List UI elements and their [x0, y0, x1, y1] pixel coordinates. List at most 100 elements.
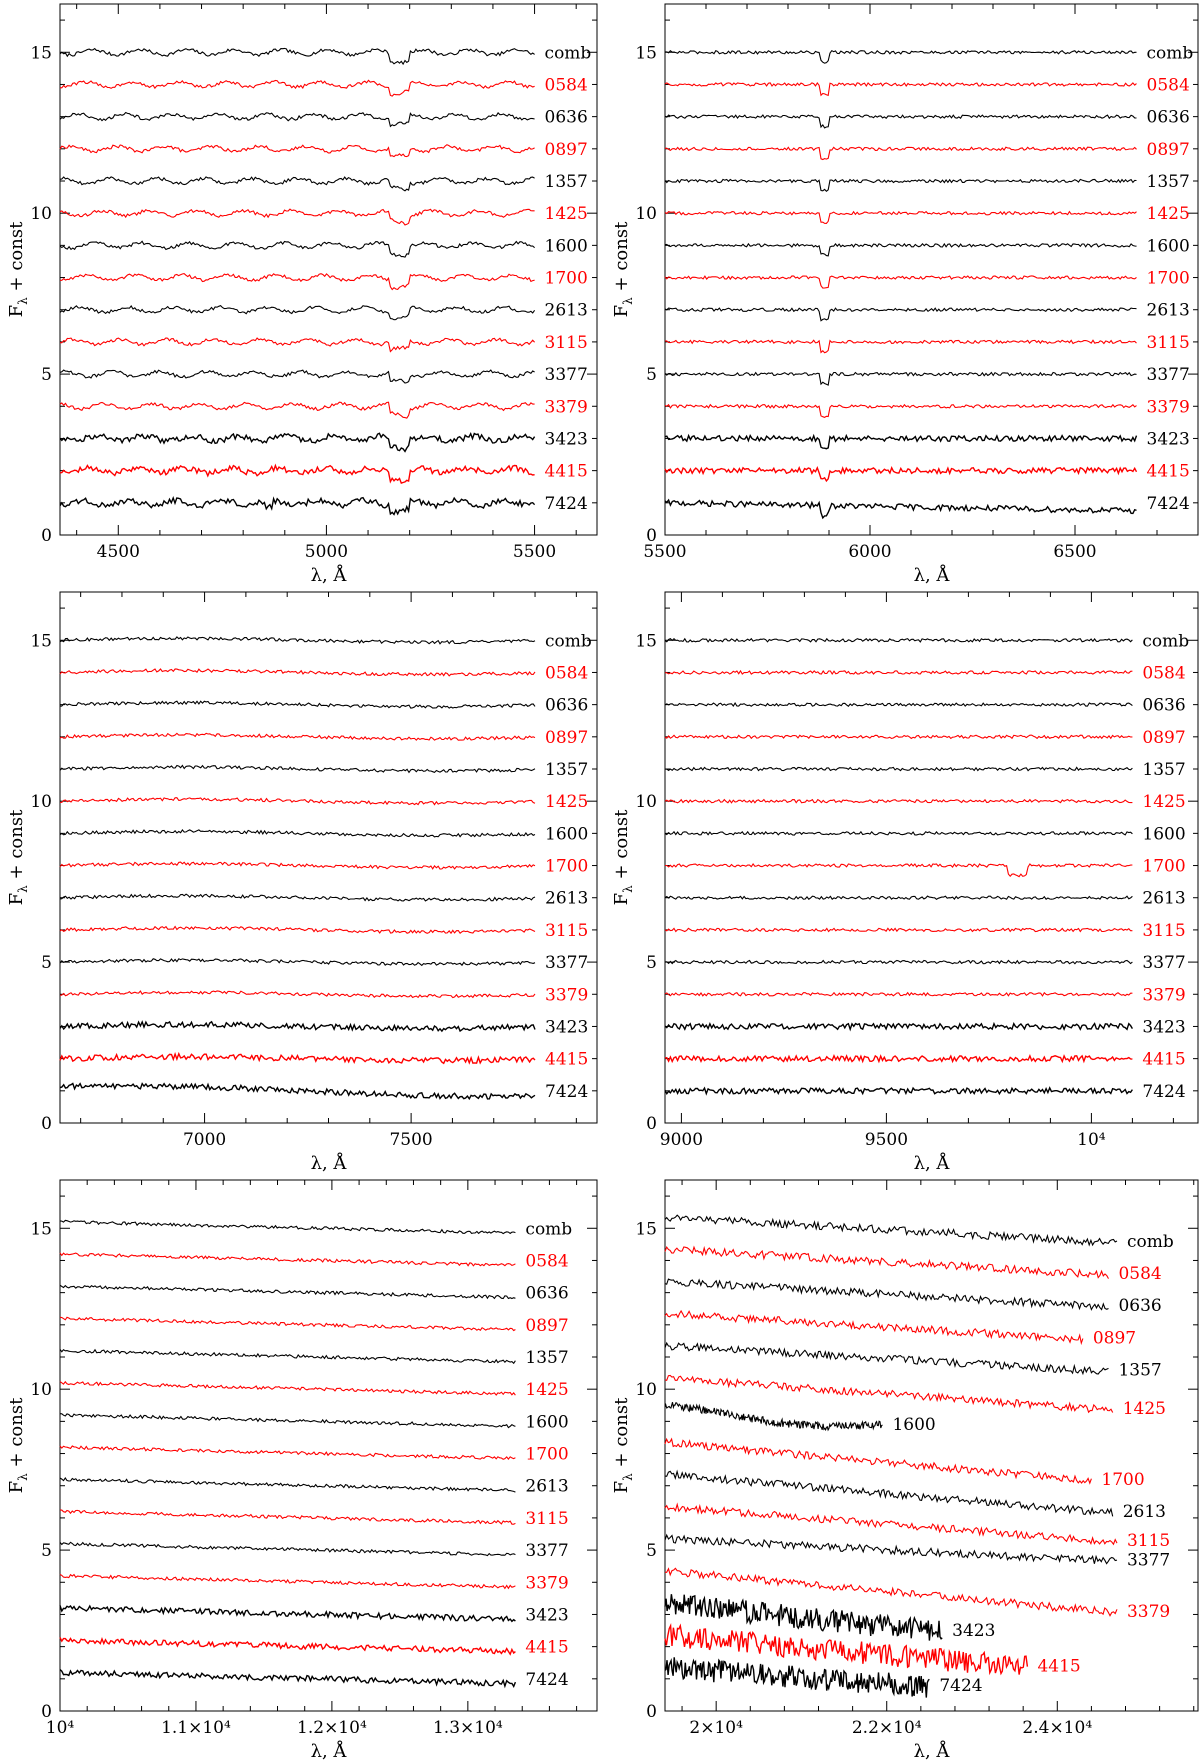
series-label: 0636	[525, 1284, 568, 1304]
series-label: 2613	[1147, 301, 1190, 321]
spectrum-line-1700	[664, 1437, 1092, 1485]
spectra	[59, 1219, 517, 1689]
x-tick-label: 9000	[660, 1130, 703, 1150]
series-label: 0584	[1118, 1264, 1161, 1284]
spectrum-line-2613	[664, 1469, 1114, 1517]
y-tick-label: 10	[30, 792, 52, 812]
spectrum-line-3115	[664, 339, 1137, 354]
series-label: 4415	[545, 462, 588, 482]
series-label: 0897	[525, 1316, 568, 1336]
series-label: 1600	[892, 1415, 935, 1435]
x-tick-label: 7000	[183, 1130, 226, 1150]
spectrum-line-1600	[59, 1413, 516, 1429]
x-tick-label: 5000	[305, 542, 348, 562]
series-label: 3379	[1147, 397, 1190, 417]
panel-5: 0 5 10 15 10⁴ 1.1×10⁴ 1.2×10⁴ 1.3×10⁴ λ, Å Fλ + c…	[6, 1179, 598, 1761]
series-label: 3115	[525, 1509, 568, 1529]
y-tick-label: 0	[646, 526, 657, 546]
series-label: 3377	[1147, 365, 1190, 385]
x-tick-label: 4500	[97, 542, 140, 562]
spectrum-line-3377	[664, 371, 1137, 386]
series-label: 4415	[1037, 1657, 1080, 1677]
spectrum-line-0897	[59, 732, 536, 741]
x-tick-label: 6000	[848, 542, 891, 562]
series-label: 2613	[1123, 1502, 1166, 1522]
spectrum-line-1600	[664, 242, 1137, 257]
spectrum-line-0584	[664, 1245, 1109, 1279]
spectrum-line-comb	[59, 47, 535, 66]
spectrum-line-2613	[59, 304, 536, 321]
x-axis-label: λ, Å	[311, 564, 348, 586]
spectrum-line-3377	[59, 369, 535, 384]
series-label: 1700	[545, 269, 588, 289]
x-axis-label: λ, Å	[311, 1152, 348, 1174]
x-tick-label: 1.3×10⁴	[433, 1718, 503, 1738]
panel-4: 0 5 10 15 9000 9500 10⁴ λ, Å Fλ + const comb 0584 0…	[611, 591, 1199, 1174]
series-label: 0897	[1093, 1328, 1136, 1348]
series-label: 3423	[1142, 1017, 1185, 1037]
series-label: 1600	[545, 236, 588, 256]
spectrum-line-3115	[59, 925, 536, 935]
spectrum-line-comb	[664, 637, 1133, 643]
series-label: 1425	[1123, 1399, 1166, 1419]
series-label: 3115	[1127, 1531, 1170, 1551]
series-label: comb	[1142, 631, 1189, 651]
spectrum-line-0897	[664, 1309, 1084, 1346]
spectrum-line-2613	[59, 1477, 516, 1493]
spectrum-line-3423	[664, 433, 1138, 450]
spectrum-line-1425	[664, 798, 1133, 804]
spectrum-line-1425	[664, 210, 1137, 224]
spectrum-line-3379	[664, 991, 1133, 997]
spectrum-line-1357	[664, 766, 1133, 772]
series-label: 1425	[525, 1380, 568, 1400]
series-label: 3423	[1147, 429, 1190, 449]
spectrum-line-1425	[59, 208, 535, 226]
y-tick-label: 15	[635, 43, 657, 63]
x-tick-label: 7500	[389, 1130, 432, 1150]
x-tick-label: 9500	[865, 1130, 908, 1150]
spectrum-line-0636	[664, 1278, 1109, 1311]
spectrum-line-4415	[664, 465, 1138, 483]
spectrum-line-7424	[59, 1082, 536, 1101]
series-label: 1425	[545, 792, 588, 812]
spectrum-line-1425	[59, 1380, 516, 1396]
plot-frame	[664, 1179, 1199, 1712]
plot-frame	[59, 591, 598, 1124]
series-label: 7424	[1147, 494, 1190, 514]
spectrum-line-3379	[664, 403, 1137, 419]
series-label: 2613	[545, 889, 588, 909]
x-tick-label: 10⁴	[46, 1718, 75, 1738]
series-label: comb	[545, 43, 592, 63]
series-label: 3423	[525, 1605, 568, 1625]
spectra	[664, 637, 1134, 1096]
y-tick-label: 0	[646, 1114, 657, 1134]
series-label: 4415	[1147, 462, 1190, 482]
x-tick-label: 2×10⁴	[689, 1718, 743, 1738]
series-label: 3379	[1127, 1602, 1170, 1622]
spectrum-line-3423	[59, 1604, 516, 1623]
y-tick-label: 15	[30, 43, 52, 63]
spectrum-line-4415	[664, 1622, 1029, 1676]
series-label: 7424	[545, 494, 588, 514]
x-tick-label: 2.2×10⁴	[852, 1718, 922, 1738]
series-label: 0897	[1142, 728, 1185, 748]
spectrum-line-3423	[664, 1594, 943, 1641]
spectrum-line-1425	[664, 1374, 1114, 1414]
x-tick-label: 5500	[643, 542, 686, 562]
y-tick-label: 0	[646, 1702, 657, 1722]
y-axis-label: Fλ + const	[6, 1397, 30, 1493]
spectrum-line-3377	[664, 959, 1133, 965]
spectrum-line-2613	[664, 895, 1133, 900]
spectrum-line-7424	[59, 496, 536, 516]
panel-3: 0 5 10 15 7000 7500 λ, Å Fλ + const comb 0584 0636…	[6, 591, 598, 1174]
spectrum-line-comb	[59, 636, 536, 645]
spectrum-line-1600	[664, 1402, 883, 1432]
series-label: 1600	[545, 824, 588, 844]
spectrum-line-comb	[59, 1219, 516, 1235]
spectrum-line-1357	[664, 178, 1137, 193]
spectrum-line-1700	[60, 273, 535, 291]
spectrum-line-7424	[664, 1086, 1133, 1096]
x-tick-label: 1.1×10⁴	[161, 1718, 231, 1738]
spectrum-line-3379	[59, 401, 535, 419]
series-label: 0897	[1147, 140, 1190, 160]
